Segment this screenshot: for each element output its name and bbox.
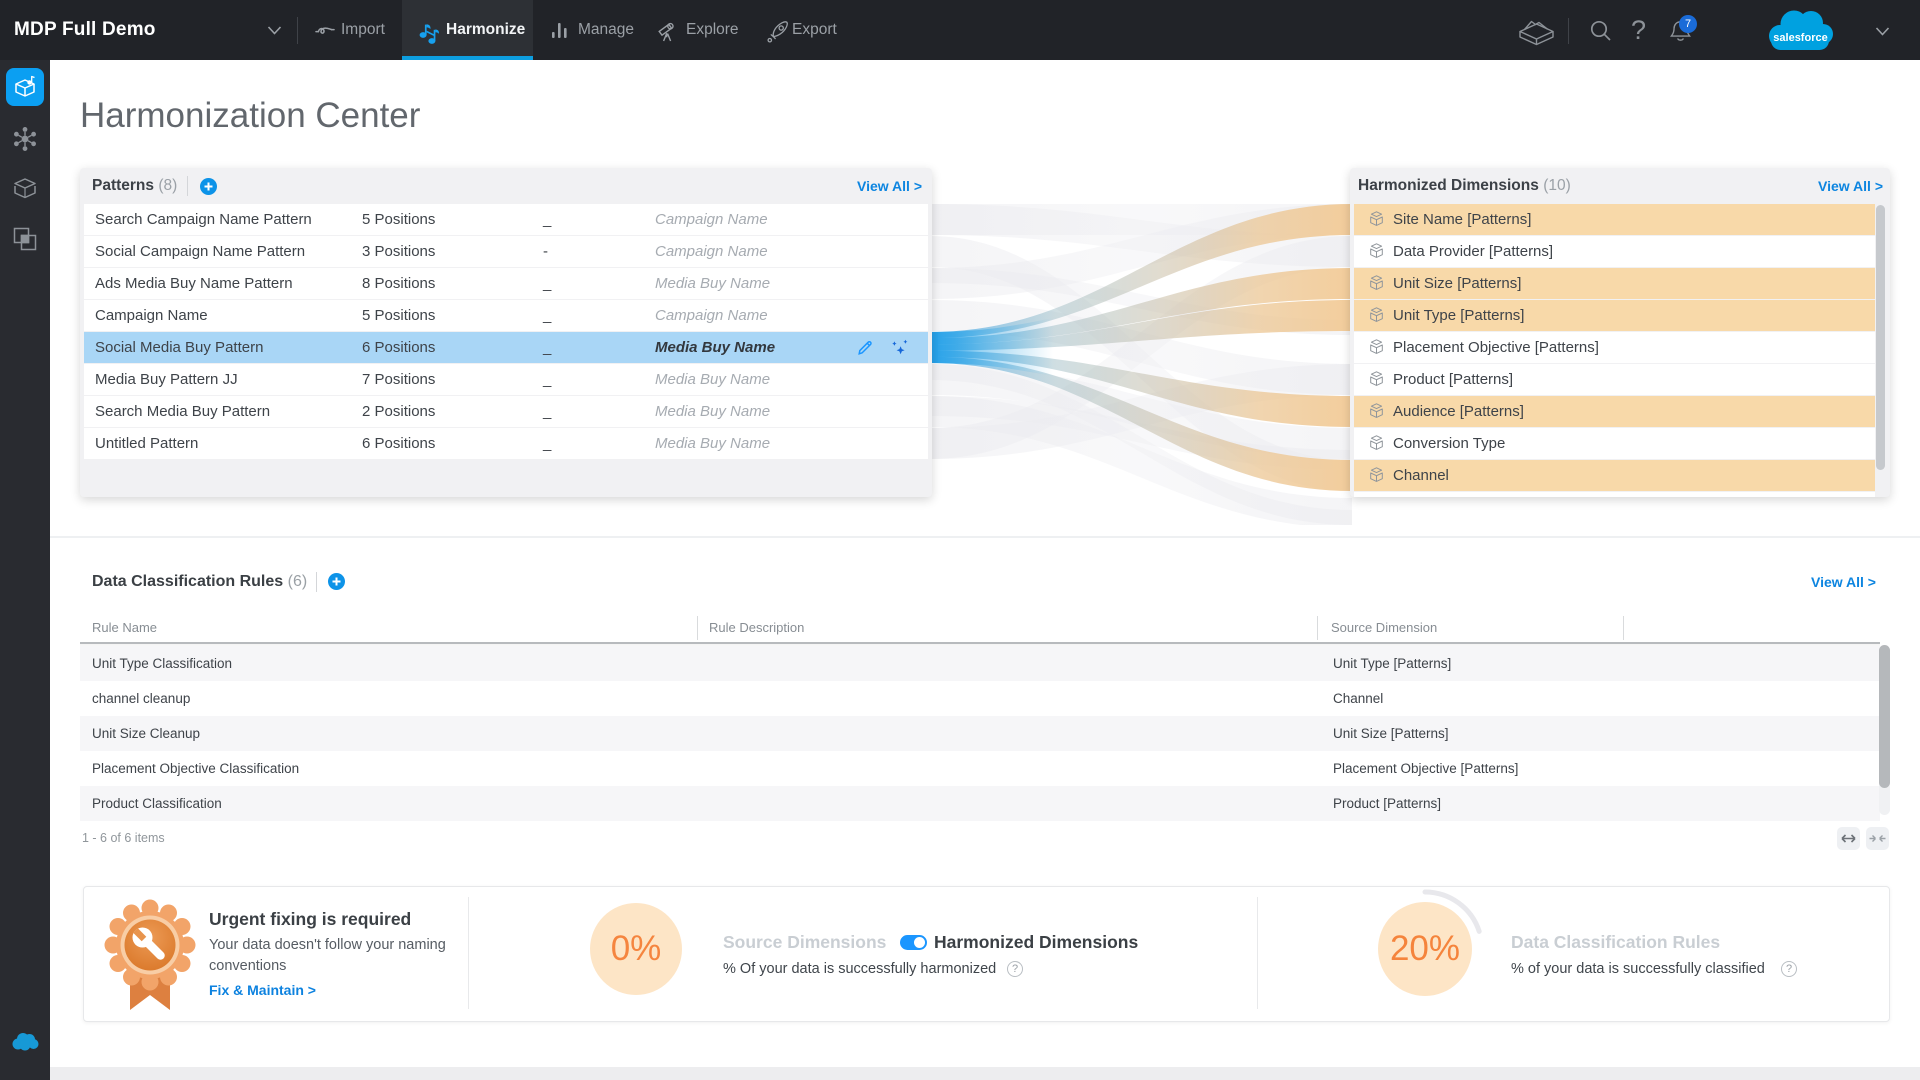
svg-text:salesforce: salesforce bbox=[1773, 32, 1827, 44]
